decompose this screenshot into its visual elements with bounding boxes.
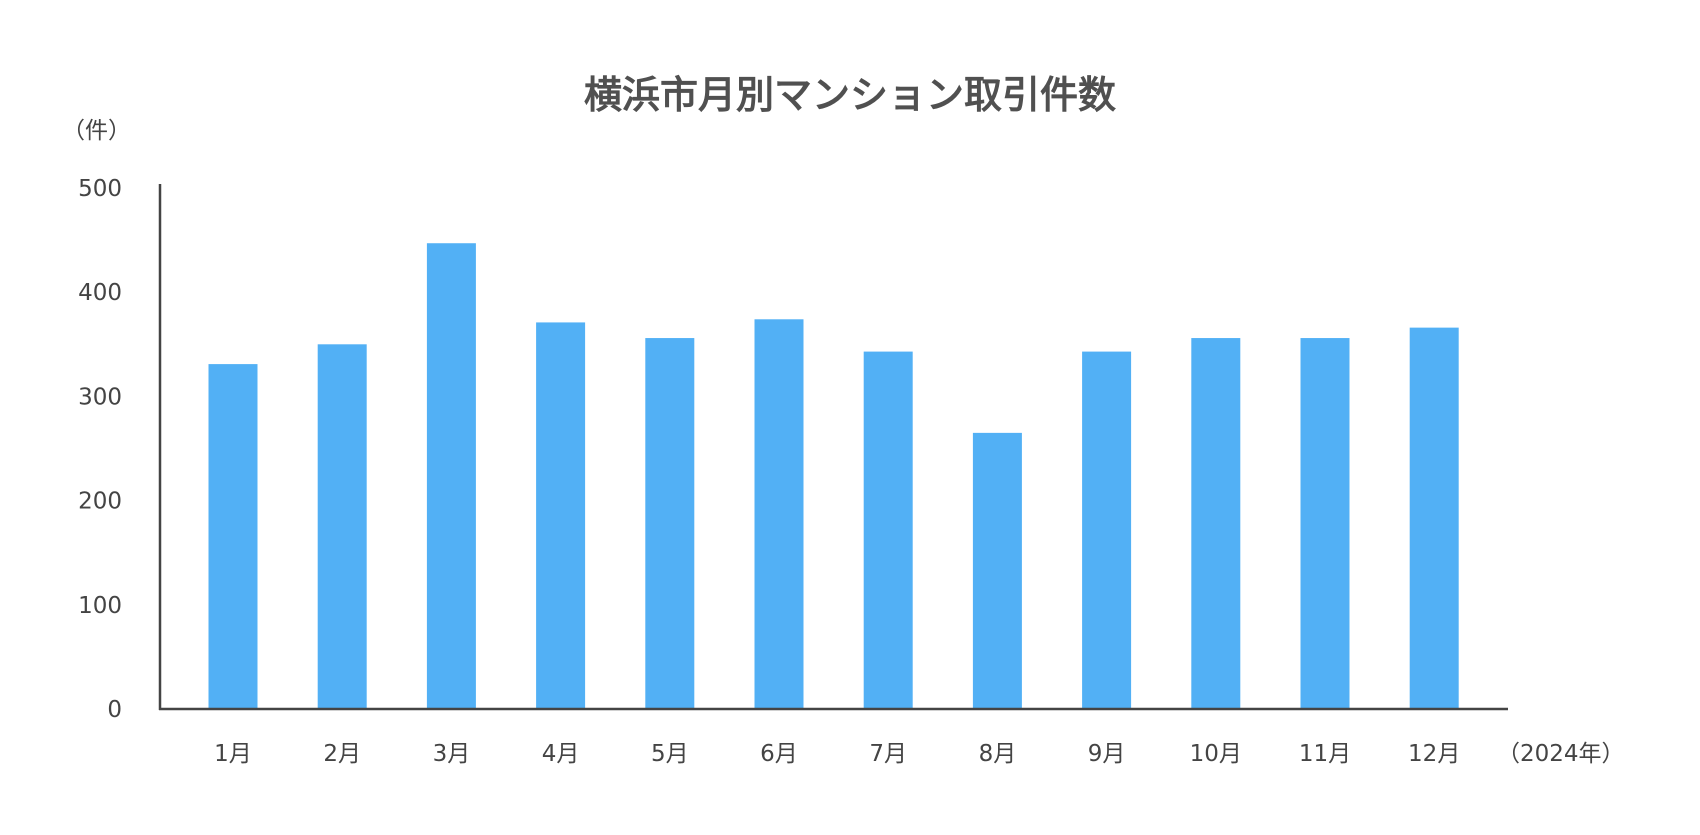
- bar-6月: [754, 319, 804, 709]
- y-tick-label: 100: [78, 593, 122, 619]
- x-tick-label: 4月: [542, 741, 580, 767]
- y-unit-label: （件）: [62, 118, 131, 144]
- x-tick-label: 8月: [979, 741, 1017, 767]
- x-unit-label: （2024年）: [1497, 741, 1625, 767]
- x-tick-label: 7月: [869, 741, 907, 767]
- y-tick-label: 0: [107, 697, 122, 723]
- bar-4月: [536, 322, 586, 709]
- bar-7月: [863, 351, 913, 709]
- bar-9月: [1082, 351, 1132, 709]
- x-tick-label: 10月: [1190, 741, 1242, 767]
- bar-11月: [1300, 338, 1350, 709]
- chart-title: 横浜市月別マンション取引件数: [584, 73, 1116, 117]
- y-tick-label: 300: [78, 384, 122, 410]
- bar-10月: [1191, 338, 1241, 709]
- x-tick-label: 9月: [1088, 741, 1126, 767]
- bars-group: [208, 243, 1459, 709]
- bar-3月: [426, 243, 476, 709]
- bar-2月: [317, 344, 367, 709]
- y-tick-label: 500: [78, 176, 122, 202]
- x-tick-label: 12月: [1408, 741, 1460, 767]
- x-tick-label: 6月: [760, 741, 798, 767]
- x-tick-label: 5月: [651, 741, 689, 767]
- x-tick-label: 3月: [433, 741, 471, 767]
- bar-5月: [645, 338, 695, 709]
- bar-8月: [972, 432, 1022, 709]
- x-tick-label: 1月: [214, 741, 252, 767]
- x-tick-label: 2月: [323, 741, 361, 767]
- x-tick-label: 11月: [1299, 741, 1351, 767]
- y-tick-label: 400: [78, 280, 122, 306]
- bar-1月: [208, 364, 258, 709]
- bar-12月: [1409, 327, 1459, 709]
- x-tick-labels: 1月 2月 3月 4月 5月 6月 7月 8月 9月 10月 11月 12月: [214, 741, 1460, 767]
- y-tick-labels: 0 100 200 300 400 500: [78, 176, 122, 723]
- y-tick-label: 200: [78, 489, 122, 515]
